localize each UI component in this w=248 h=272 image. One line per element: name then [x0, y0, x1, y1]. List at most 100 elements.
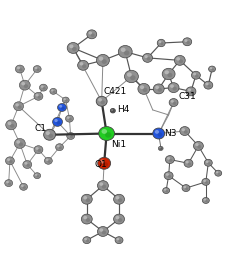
Ellipse shape — [67, 116, 70, 119]
Ellipse shape — [118, 198, 122, 202]
Ellipse shape — [98, 98, 102, 101]
Ellipse shape — [184, 159, 193, 167]
Ellipse shape — [101, 100, 105, 104]
Ellipse shape — [69, 44, 73, 48]
Ellipse shape — [21, 82, 25, 85]
Ellipse shape — [105, 132, 111, 138]
Ellipse shape — [80, 62, 83, 66]
Ellipse shape — [114, 194, 124, 204]
Ellipse shape — [21, 185, 24, 187]
Ellipse shape — [153, 84, 164, 94]
Ellipse shape — [86, 198, 90, 202]
Ellipse shape — [15, 103, 19, 106]
Ellipse shape — [59, 105, 62, 108]
Ellipse shape — [97, 181, 108, 191]
Ellipse shape — [205, 200, 208, 202]
Ellipse shape — [111, 109, 113, 111]
Ellipse shape — [158, 88, 162, 92]
Ellipse shape — [59, 146, 62, 149]
Ellipse shape — [8, 122, 11, 125]
Text: C421: C421 — [104, 87, 127, 96]
Ellipse shape — [19, 68, 23, 72]
Ellipse shape — [118, 218, 122, 222]
Ellipse shape — [143, 53, 153, 62]
Ellipse shape — [98, 157, 111, 169]
Ellipse shape — [44, 129, 56, 140]
Ellipse shape — [195, 75, 199, 78]
Ellipse shape — [62, 97, 69, 103]
Ellipse shape — [63, 98, 66, 100]
Ellipse shape — [165, 156, 174, 163]
Ellipse shape — [44, 157, 52, 164]
Text: H4: H4 — [117, 105, 130, 114]
Ellipse shape — [100, 159, 104, 163]
Ellipse shape — [5, 157, 14, 165]
Ellipse shape — [102, 185, 106, 188]
Ellipse shape — [208, 162, 211, 165]
Ellipse shape — [174, 55, 185, 65]
Ellipse shape — [36, 68, 40, 71]
Ellipse shape — [99, 57, 103, 61]
Ellipse shape — [8, 183, 11, 185]
Ellipse shape — [96, 54, 109, 66]
Ellipse shape — [184, 39, 187, 42]
Ellipse shape — [204, 81, 213, 89]
Ellipse shape — [46, 131, 50, 135]
Ellipse shape — [9, 160, 13, 163]
Ellipse shape — [155, 130, 159, 134]
Ellipse shape — [41, 85, 44, 88]
Ellipse shape — [35, 174, 37, 176]
Ellipse shape — [179, 59, 183, 63]
Ellipse shape — [205, 181, 208, 184]
Ellipse shape — [130, 75, 136, 80]
Ellipse shape — [118, 45, 132, 58]
Ellipse shape — [203, 180, 206, 182]
Ellipse shape — [209, 66, 216, 72]
Ellipse shape — [35, 67, 37, 69]
Ellipse shape — [205, 83, 209, 85]
Ellipse shape — [81, 194, 92, 204]
Text: C31: C31 — [179, 92, 196, 101]
Ellipse shape — [81, 214, 92, 224]
Ellipse shape — [86, 218, 90, 222]
Ellipse shape — [207, 84, 211, 88]
Ellipse shape — [61, 107, 65, 110]
Ellipse shape — [37, 149, 41, 152]
Ellipse shape — [14, 102, 24, 111]
Ellipse shape — [164, 188, 166, 191]
Ellipse shape — [155, 86, 159, 89]
Ellipse shape — [24, 84, 28, 88]
Ellipse shape — [124, 70, 138, 83]
Text: Ni1: Ni1 — [112, 140, 127, 149]
Ellipse shape — [72, 47, 77, 51]
Ellipse shape — [68, 134, 71, 136]
Ellipse shape — [67, 132, 75, 140]
Ellipse shape — [158, 146, 163, 151]
Ellipse shape — [211, 69, 214, 71]
Ellipse shape — [53, 118, 62, 126]
Ellipse shape — [87, 30, 97, 39]
Text: C1: C1 — [35, 124, 47, 133]
Ellipse shape — [83, 196, 87, 199]
Ellipse shape — [6, 120, 17, 130]
Ellipse shape — [168, 175, 171, 178]
Ellipse shape — [186, 161, 189, 163]
Ellipse shape — [26, 164, 30, 167]
Ellipse shape — [163, 188, 170, 194]
Ellipse shape — [167, 157, 170, 160]
Ellipse shape — [188, 88, 191, 92]
Ellipse shape — [160, 148, 162, 150]
Ellipse shape — [34, 173, 41, 179]
Ellipse shape — [48, 160, 51, 163]
Ellipse shape — [23, 186, 26, 189]
Ellipse shape — [50, 88, 57, 94]
Ellipse shape — [197, 145, 201, 149]
Ellipse shape — [191, 71, 200, 79]
Ellipse shape — [17, 66, 20, 69]
Ellipse shape — [112, 110, 114, 112]
Ellipse shape — [67, 42, 79, 53]
Ellipse shape — [169, 98, 178, 106]
Ellipse shape — [15, 65, 24, 73]
Ellipse shape — [83, 216, 87, 219]
Ellipse shape — [65, 115, 73, 122]
